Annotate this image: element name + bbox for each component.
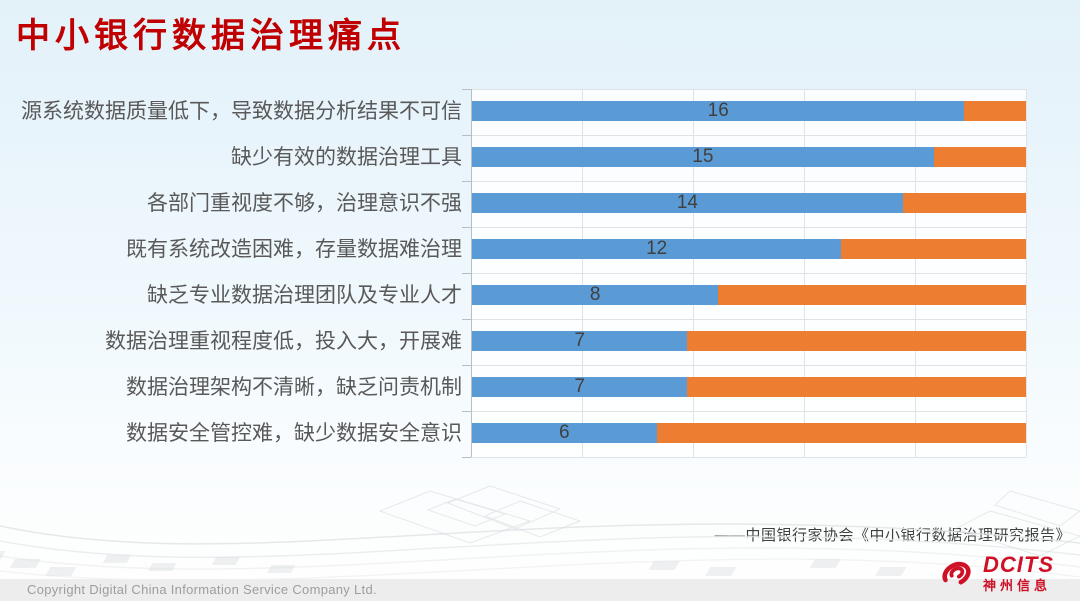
bar-value-label: 16 [707, 100, 729, 121]
axis-tick [462, 273, 471, 274]
bar-segment-orange [656, 423, 1026, 443]
horizontal-gridline [471, 135, 1026, 136]
bar-segment-blue: 16 [472, 100, 965, 121]
category-axis-line [471, 89, 472, 457]
horizontal-gridline [471, 273, 1026, 274]
horizontal-gridline [471, 411, 1026, 412]
bar-row: 6 [471, 411, 1026, 457]
axis-tick [462, 135, 471, 136]
copyright-text: Copyright Digital China Information Serv… [27, 582, 377, 597]
plot-area: 16 15 14 12 8 7 7 6 [462, 89, 1027, 458]
bar-value-label: 6 [559, 422, 570, 443]
bar-segment-blue: 15 [472, 147, 934, 167]
category-label: 数据安全管控难，缺少数据安全意识 [126, 422, 462, 445]
category-label: 缺少有效的数据治理工具 [231, 146, 462, 169]
category-label: 既有系统改造困难，存量数据难治理 [126, 238, 462, 261]
bar-segment-orange [841, 239, 1026, 259]
logo-text-cn: 神州信息 [983, 578, 1052, 593]
bar-row: 8 [471, 273, 1026, 319]
bar-track: 15 [472, 147, 1026, 167]
axis-tick [462, 411, 471, 412]
bar-segment-blue: 7 [472, 330, 688, 351]
bar-segment-orange [687, 331, 1026, 351]
axis-tick [462, 227, 471, 228]
horizontal-gridline [471, 227, 1026, 228]
bar-segment-blue: 7 [472, 376, 688, 397]
bar-segment-blue: 6 [472, 423, 657, 443]
bar-value-label: 14 [676, 192, 698, 213]
bar-rows: 16 15 14 12 8 7 7 6 [471, 89, 1026, 457]
page-title: 中小银行数据治理痛点 [16, 17, 406, 55]
horizontal-gridline [471, 319, 1026, 320]
category-axis-labels: 源系统数据质量低下，导致数据分析结果不可信缺少有效的数据治理工具各部门重视度不够… [0, 89, 462, 457]
bar-segment-orange [687, 377, 1026, 397]
bar-segment-blue: 12 [472, 238, 842, 259]
bar-segment-orange [718, 285, 1026, 305]
bar-row: 7 [471, 319, 1026, 365]
logo-text: DCITS 神州信息 [983, 552, 1054, 593]
bar-segment-orange [964, 101, 1026, 121]
category-label: 缺乏专业数据治理团队及专业人才 [147, 284, 462, 307]
bar-row: 14 [471, 181, 1026, 227]
horizontal-gridline [471, 89, 1026, 90]
vertical-gridline [1026, 89, 1027, 457]
bar-track: 16 [472, 101, 1026, 121]
bar-track: 14 [472, 193, 1026, 213]
bar-row: 16 [471, 89, 1026, 135]
bar-track: 6 [472, 423, 1026, 443]
axis-tick [462, 181, 471, 182]
category-label: 数据治理架构不清晰，缺乏问责机制 [126, 376, 462, 399]
axis-tick [462, 457, 471, 458]
dcits-swirl-icon [942, 561, 971, 585]
bar-row: 7 [471, 365, 1026, 411]
category-label: 数据治理重视程度低，投入大，开展难 [105, 330, 462, 353]
pain-points-chart: 源系统数据质量低下，导致数据分析结果不可信缺少有效的数据治理工具各部门重视度不够… [0, 89, 1027, 458]
dcits-logo: DCITS 神州信息 [933, 553, 1054, 593]
bar-track: 12 [472, 239, 1026, 259]
source-citation: ——中国银行家协会《中小银行数据治理研究报告》 [714, 527, 1071, 544]
axis-tick [462, 365, 471, 366]
bar-segment-orange [902, 193, 1026, 213]
horizontal-gridline [471, 365, 1026, 366]
bar-value-label: 8 [589, 284, 601, 305]
horizontal-gridline [471, 181, 1026, 182]
bar-track: 7 [472, 331, 1026, 351]
bar-track: 7 [472, 377, 1026, 397]
axis-tick [462, 89, 471, 90]
bar-value-label: 12 [646, 238, 668, 259]
bar-segment-blue: 14 [472, 193, 903, 213]
bar-track: 8 [472, 285, 1026, 305]
bar-value-label: 7 [574, 330, 585, 351]
axis-tick [462, 319, 471, 320]
bar-row: 12 [471, 227, 1026, 273]
bar-segment-blue: 8 [472, 284, 719, 305]
logo-text-en: DCITS [983, 552, 1054, 577]
category-label: 源系统数据质量低下，导致数据分析结果不可信 [21, 100, 462, 123]
bar-value-label: 7 [574, 376, 585, 397]
bar-row: 15 [471, 135, 1026, 181]
horizontal-gridline [471, 457, 1026, 458]
category-label: 各部门重视度不够，治理意识不强 [147, 192, 462, 215]
bar-value-label: 15 [692, 146, 714, 167]
bar-segment-orange [933, 147, 1026, 167]
